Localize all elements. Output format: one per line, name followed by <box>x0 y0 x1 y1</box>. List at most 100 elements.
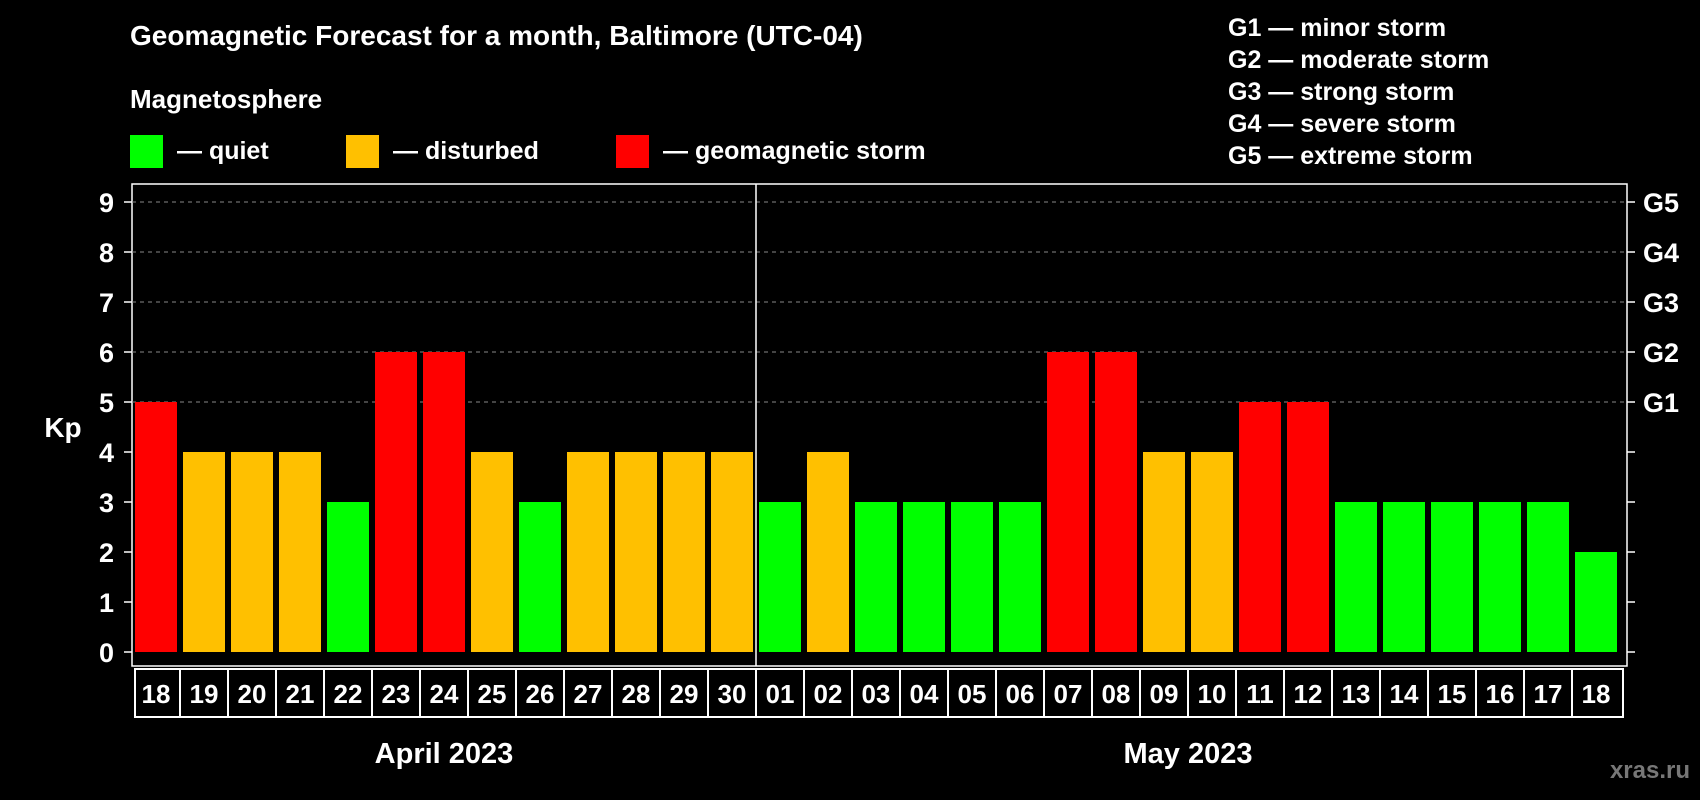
date-label: 27 <box>574 679 603 709</box>
legend-disturbed-label: — disturbed <box>393 136 539 165</box>
y-tick-label: 2 <box>99 538 114 568</box>
bar-12 <box>663 452 705 652</box>
y-tick-label: 9 <box>99 188 114 218</box>
right-axis-label-g1: G1 <box>1643 388 1679 418</box>
bar-20 <box>1047 352 1089 652</box>
date-label: 05 <box>958 679 987 709</box>
legend-storm-label: — geomagnetic storm <box>663 136 926 165</box>
y-tick-label: 4 <box>99 438 114 468</box>
g-level-g1: G1 — minor storm <box>1228 14 1447 42</box>
date-label: 02 <box>814 679 843 709</box>
bar-3 <box>231 452 273 652</box>
g-level-g5: G5 — extreme storm <box>1228 142 1473 170</box>
bar-5 <box>327 502 369 652</box>
y-tick-label: 0 <box>99 638 114 668</box>
y-axis-label: Kp <box>44 412 81 443</box>
bar-16 <box>855 502 897 652</box>
right-axis-label-g5: G5 <box>1643 188 1679 218</box>
date-label: 26 <box>526 679 555 709</box>
legend-storm-swatch <box>616 134 649 168</box>
bar-4 <box>279 452 321 652</box>
date-label: 18 <box>142 679 171 709</box>
date-label: 28 <box>622 679 651 709</box>
bar-8 <box>471 452 513 652</box>
bar-10 <box>567 452 609 652</box>
bar-31 <box>1575 552 1617 652</box>
date-label: 18 <box>1582 679 1611 709</box>
plot-frame <box>131 183 1628 667</box>
date-label: 24 <box>430 679 459 709</box>
g-level-g4: G4 — severe storm <box>1228 110 1456 138</box>
date-label: 03 <box>862 679 891 709</box>
y-tick-label: 1 <box>99 588 114 618</box>
date-label: 23 <box>382 679 411 709</box>
bar-2 <box>183 452 225 652</box>
g-level-g2: G2 — moderate storm <box>1228 46 1490 74</box>
bar-7 <box>423 352 465 652</box>
date-label: 22 <box>334 679 363 709</box>
month-label: April 2023 <box>375 738 514 770</box>
bar-15 <box>807 452 849 652</box>
date-label: 20 <box>238 679 267 709</box>
date-label: 04 <box>910 679 939 709</box>
bar-28 <box>1431 502 1473 652</box>
bar-27 <box>1383 502 1425 652</box>
date-label: 25 <box>478 679 507 709</box>
date-label: 19 <box>190 679 219 709</box>
bar-19 <box>999 502 1041 652</box>
right-axis-label-g4: G4 <box>1643 238 1679 268</box>
y-tick-label: 6 <box>99 338 114 368</box>
bar-13 <box>711 452 753 652</box>
date-label: 14 <box>1390 679 1419 709</box>
date-label: 09 <box>1150 679 1179 709</box>
date-label: 13 <box>1342 679 1371 709</box>
bar-29 <box>1479 502 1521 652</box>
bar-26 <box>1335 502 1377 652</box>
date-label: 17 <box>1534 679 1563 709</box>
date-label: 01 <box>766 679 795 709</box>
y-tick-label: 7 <box>99 288 114 318</box>
bar-17 <box>903 502 945 652</box>
bar-21 <box>1095 352 1137 652</box>
date-label: 29 <box>670 679 699 709</box>
date-strip <box>134 668 1624 718</box>
date-label: 10 <box>1198 679 1227 709</box>
date-label: 21 <box>286 679 315 709</box>
legend-disturbed-swatch <box>346 134 379 168</box>
y-tick-label: 3 <box>99 488 114 518</box>
bar-23 <box>1191 452 1233 652</box>
bar-11 <box>615 452 657 652</box>
date-label: 15 <box>1438 679 1467 709</box>
bar-24 <box>1239 402 1281 652</box>
date-label: 08 <box>1102 679 1131 709</box>
bar-18 <box>951 502 993 652</box>
chart-title: Geomagnetic Forecast for a month, Baltim… <box>130 20 863 51</box>
right-axis-label-g3: G3 <box>1643 288 1679 318</box>
legend-disturbed: — disturbed <box>346 134 539 168</box>
date-label: 07 <box>1054 679 1083 709</box>
bar-30 <box>1527 502 1569 652</box>
legend-quiet-label: — quiet <box>177 136 269 165</box>
date-label: 06 <box>1006 679 1035 709</box>
bar-14 <box>759 502 801 652</box>
y-tick-label: 8 <box>99 238 114 268</box>
date-label: 16 <box>1486 679 1515 709</box>
g-level-g3: G3 — strong storm <box>1228 78 1455 106</box>
date-label: 12 <box>1294 679 1323 709</box>
bar-6 <box>375 352 417 652</box>
date-label: 30 <box>718 679 747 709</box>
bar-1 <box>135 402 177 652</box>
bar-22 <box>1143 452 1185 652</box>
magnetosphere-title: Magnetosphere <box>130 84 323 114</box>
legend-quiet-swatch <box>130 134 163 168</box>
legend-storm: — geomagnetic storm <box>616 134 926 168</box>
right-axis-label-g2: G2 <box>1643 338 1679 368</box>
watermark: xras.ru <box>1609 757 1690 784</box>
date-label: 11 <box>1246 679 1274 709</box>
legend-quiet: — quiet <box>130 134 269 168</box>
bar-25 <box>1287 402 1329 652</box>
y-tick-label: 5 <box>99 388 114 418</box>
month-label: May 2023 <box>1124 738 1253 770</box>
bar-9 <box>519 502 561 652</box>
